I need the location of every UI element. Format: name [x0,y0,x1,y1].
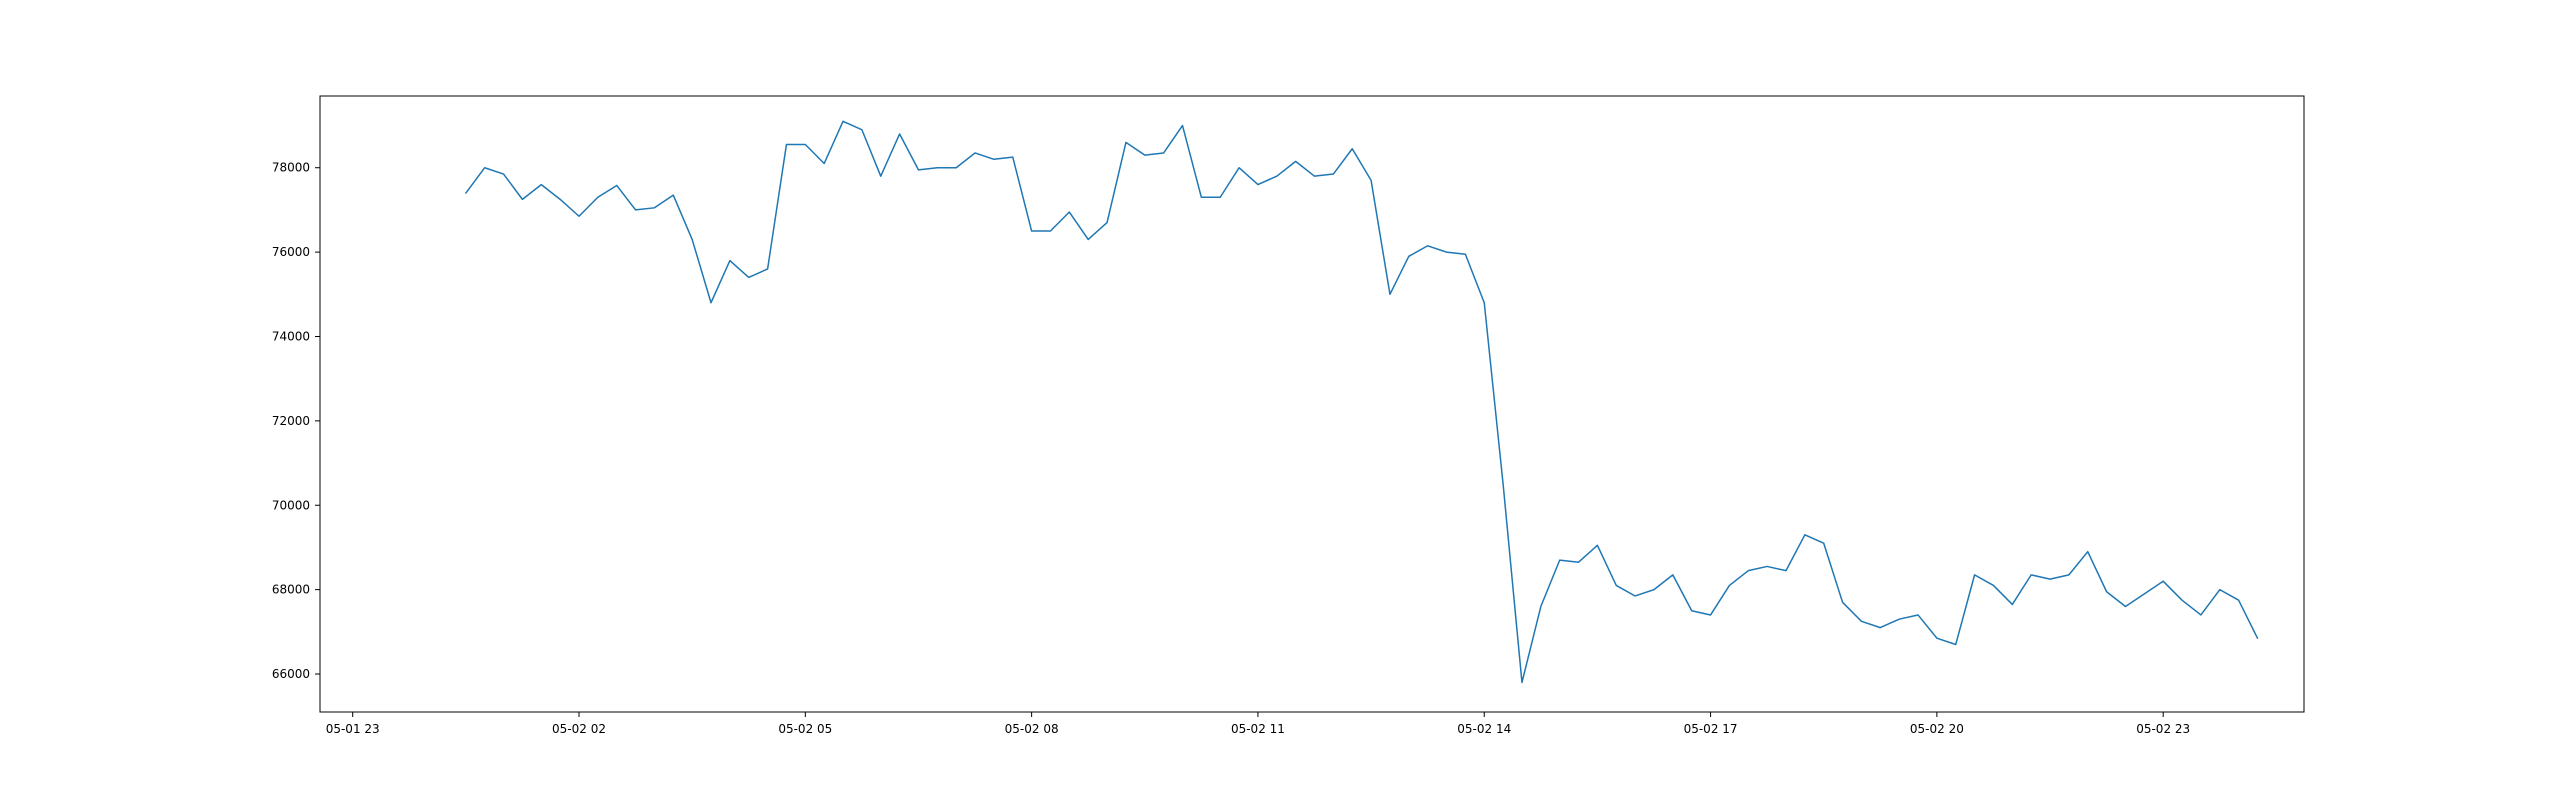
x-tick-label: 05-02 14 [1457,722,1511,736]
y-axis: 66000 68000 70000 72000 74000 76000 78000 [272,161,320,681]
x-axis: 05-01 23 05-02 02 05-02 05 05-02 08 05-02 11… [326,712,2190,736]
y-tick-label: 70000 [272,498,310,512]
y-tick-label: 66000 [272,667,310,681]
x-tick-label: 05-02 17 [1684,722,1738,736]
x-tick-label: 05-02 23 [2136,722,2190,736]
plot-frame [319,95,2305,713]
x-tick-label: 05-02 08 [1005,722,1059,736]
series-layer [465,120,2259,684]
x-tick-label: 05-02 02 [552,722,606,736]
x-tick-label: 05-02 11 [1231,722,1285,736]
y-tick-label: 74000 [272,329,310,343]
plot-area [320,96,2304,712]
y-tick-label: 78000 [272,161,310,175]
x-tick-label: 05-01 23 [326,722,380,736]
y-tick-label: 68000 [272,583,310,597]
series-line [465,120,2259,684]
y-tick-label: 72000 [272,414,310,428]
x-tick-label: 05-02 20 [1910,722,1964,736]
y-tick-label: 76000 [272,245,310,259]
x-tick-label: 05-02 05 [778,722,832,736]
